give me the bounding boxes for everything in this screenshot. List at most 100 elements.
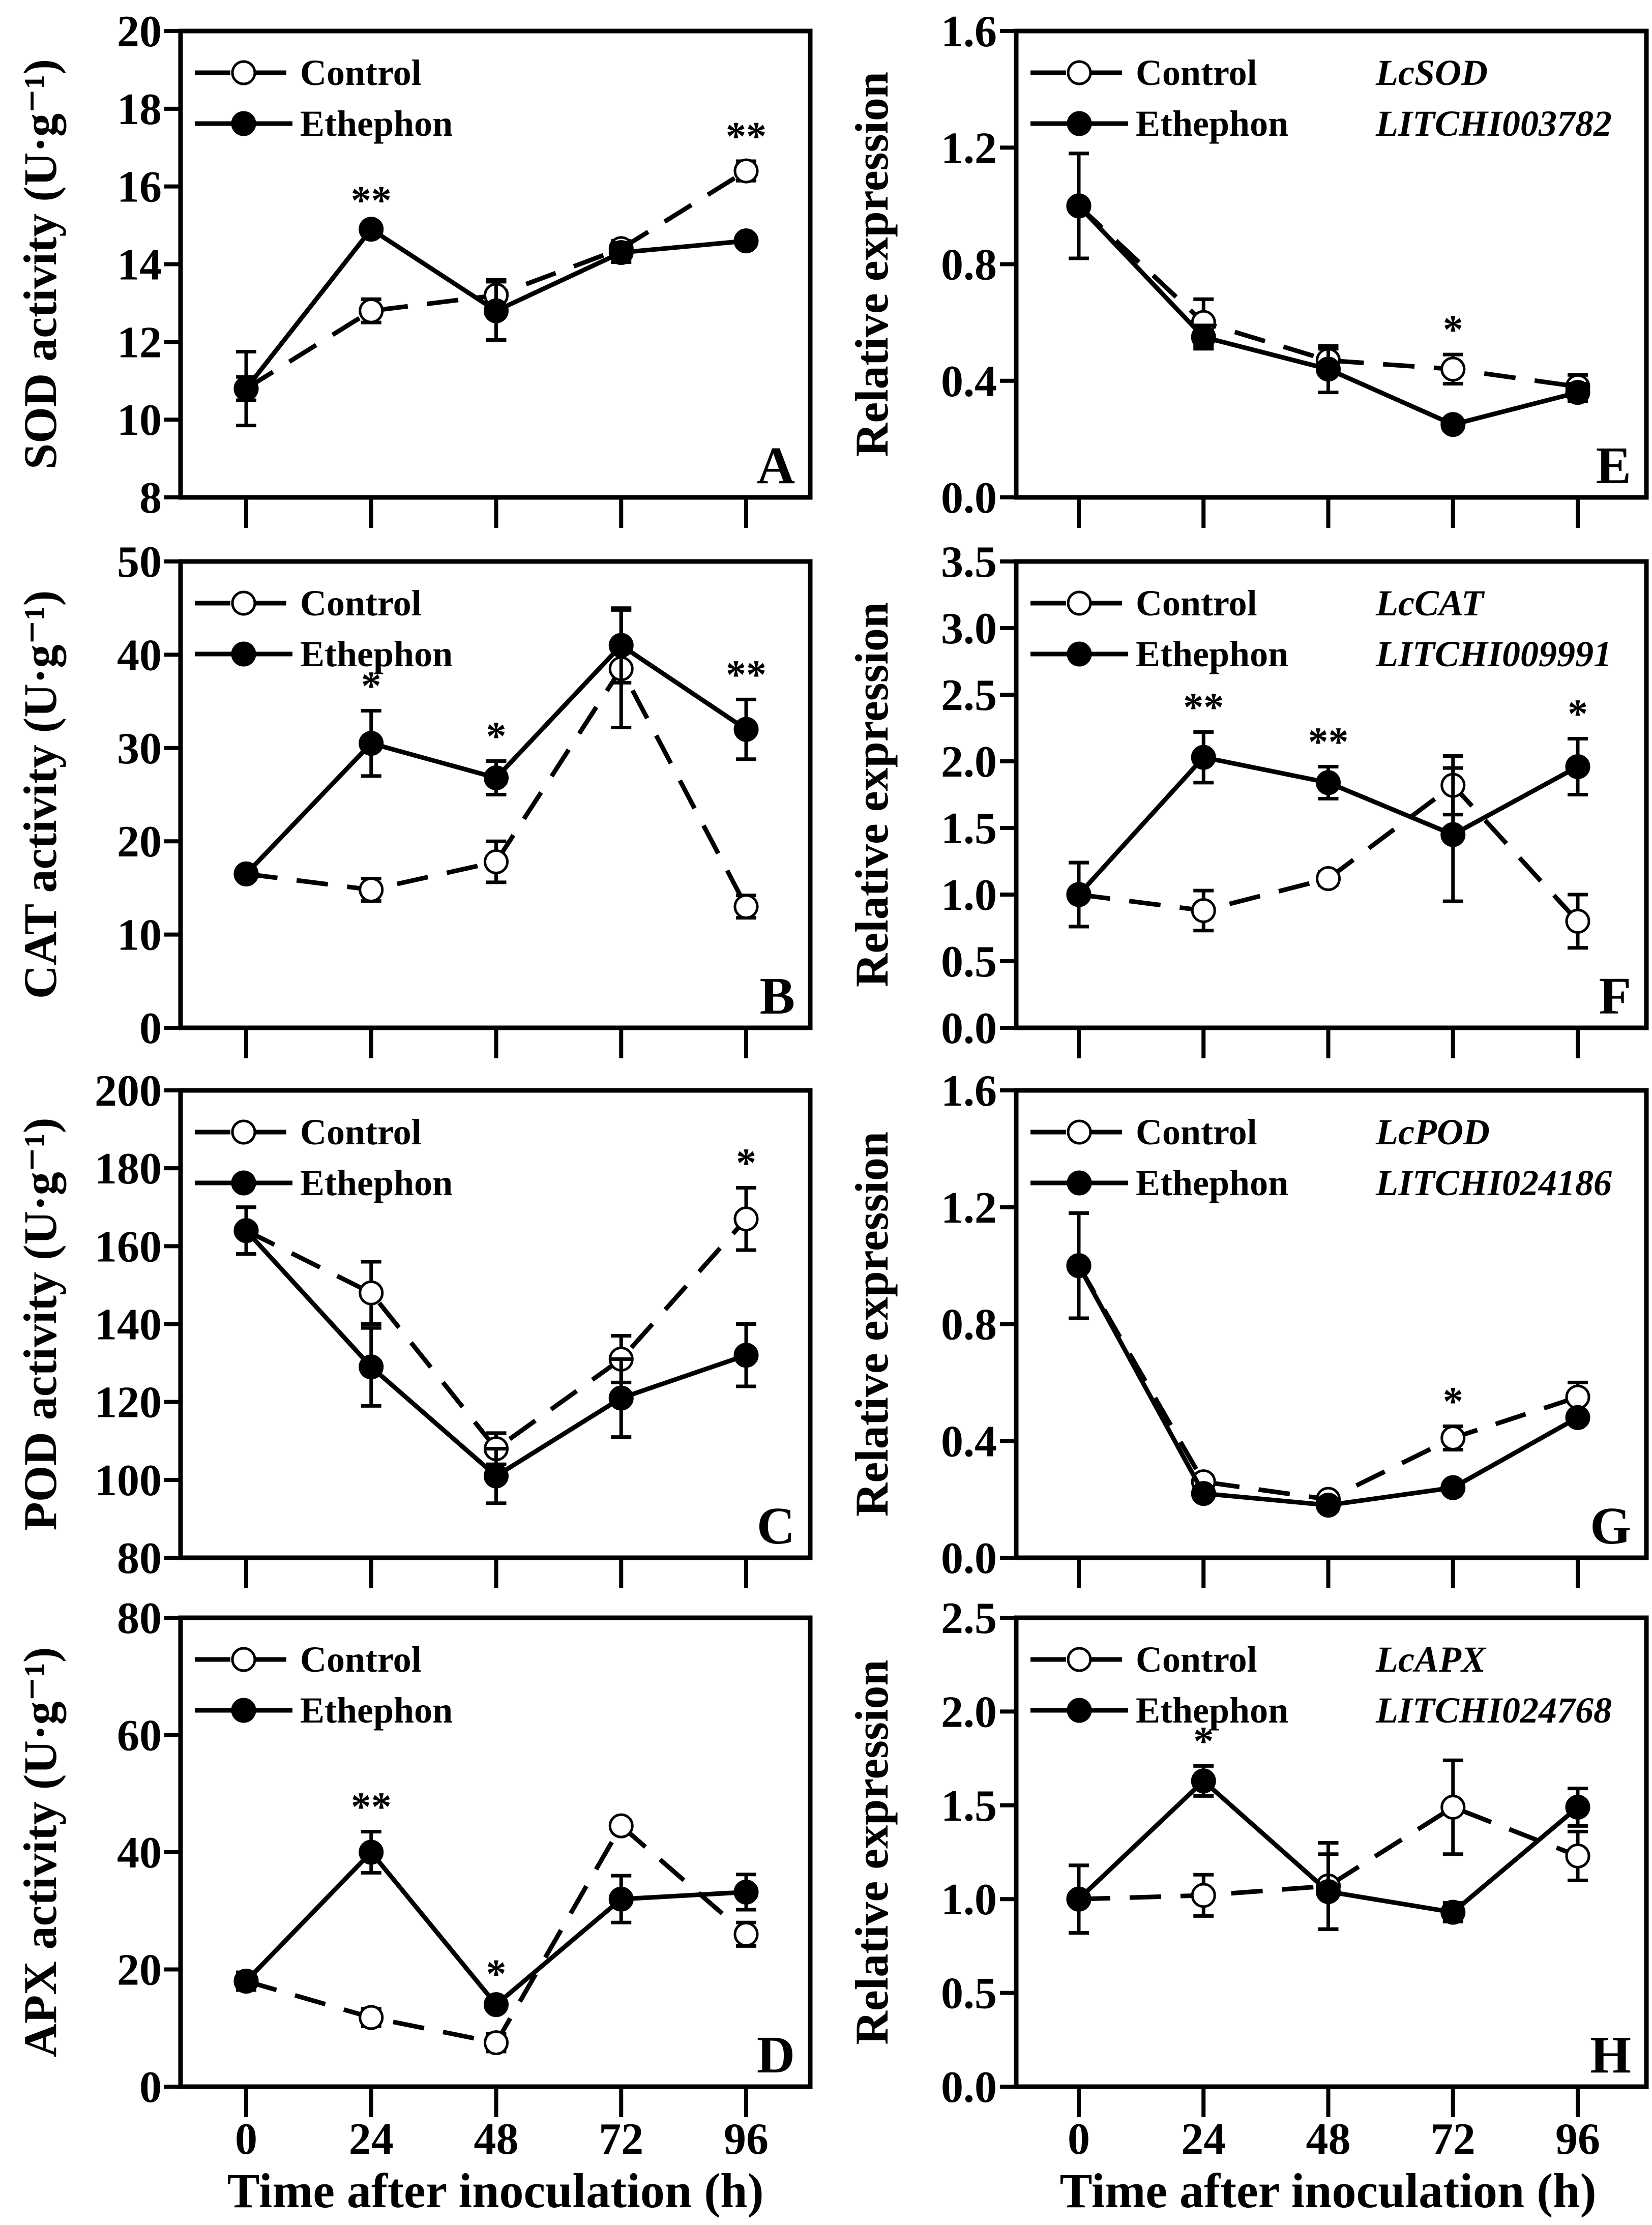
data-point-control: [608, 1813, 634, 1838]
x-tick-label: 24: [349, 2115, 394, 2164]
gene-name: LcPOD: [1375, 1112, 1490, 1152]
data-point-control: [359, 298, 384, 323]
legend-marker-ethephon: [1067, 1170, 1092, 1196]
legend-marker-control: [1067, 60, 1092, 85]
legend-label: Control: [1136, 52, 1257, 93]
y-tick-label: 0.4: [941, 1417, 997, 1466]
significance-mark: *: [1568, 692, 1588, 736]
y-tick-label: 16: [117, 163, 162, 212]
y-tick-label: 30: [117, 724, 162, 774]
series-line-control: [246, 666, 748, 908]
data-point-control: [1565, 908, 1590, 934]
significance-mark: *: [1443, 308, 1463, 352]
data-point-ethephon: [1066, 882, 1092, 907]
legend-label: Ethephon: [1136, 1163, 1288, 1203]
data-point-ethephon: [1440, 1475, 1466, 1500]
y-tick-label: 3.0: [941, 604, 997, 654]
y-tick-label: 1.6: [941, 7, 997, 56]
y-tick-label: 10: [117, 396, 162, 445]
legend-marker-control: [231, 1119, 256, 1145]
legend-label: Ethephon: [300, 1163, 453, 1203]
significance-mark: **: [1183, 685, 1224, 730]
data-point-ethephon: [1191, 1481, 1216, 1506]
data-point-control: [359, 877, 384, 903]
legend-label: Control: [300, 52, 422, 93]
legend: Control Ethephon: [195, 583, 453, 674]
y-axis-title: SOD activity (U·g⁻¹): [14, 59, 66, 469]
panel-label: G: [1590, 1497, 1631, 1555]
data-point-control: [1316, 866, 1341, 892]
legend: Control Ethephon: [1030, 1112, 1288, 1203]
legend-marker-ethephon: [231, 1698, 256, 1723]
gene-name: LcAPX: [1375, 1639, 1487, 1680]
y-tick-label: 18: [117, 85, 162, 134]
data-point-ethephon: [484, 1463, 509, 1489]
series-ethephon: [1066, 1211, 1590, 1518]
panel-label: C: [757, 1497, 795, 1555]
gene-id: LITCHI003782: [1375, 103, 1612, 144]
panel-label: B: [760, 967, 795, 1025]
legend-marker-control: [231, 590, 256, 616]
x-tick-label: 48: [474, 2115, 519, 2164]
x-tick-label: 96: [1555, 2115, 1600, 2164]
legend-label: Ethephon: [300, 1690, 453, 1731]
y-axis-title: POD activity (U·g⁻¹): [14, 1118, 66, 1531]
x-tick-label: 72: [1431, 2115, 1476, 2164]
y-tick-label: 80: [117, 1594, 162, 1643]
gene-id: LITCHI024768: [1375, 1690, 1612, 1731]
data-point-ethephon: [1066, 1253, 1092, 1279]
series-ethephon: [233, 217, 759, 428]
data-point-control: [484, 849, 509, 875]
data-point-ethephon: [608, 240, 634, 265]
data-point-ethephon: [1565, 754, 1590, 779]
panel-label: D: [757, 2026, 795, 2084]
data-point-ethephon: [733, 228, 759, 254]
x-axis-title-left: Time after inoculation (h): [227, 2163, 763, 2218]
y-tick-label: 1.5: [941, 1782, 997, 1831]
data-point-ethephon: [1316, 770, 1341, 795]
data-point-ethephon: [1565, 1794, 1590, 1820]
y-tick-label: 200: [95, 1066, 162, 1116]
panel-G: 0.0 0.4 0.8 1.2 1.6 Relative expression * Contr…: [846, 1066, 1649, 1588]
significance-mark: **: [351, 1785, 392, 1830]
significance-mark: **: [1308, 720, 1349, 764]
data-point-ethephon: [484, 298, 509, 323]
data-point-ethephon: [1316, 1493, 1341, 1518]
gene-id: LITCHI009991: [1375, 634, 1612, 674]
panel-label: A: [757, 436, 795, 495]
legend-label: Control: [1136, 1639, 1257, 1680]
y-tick-label: 0.8: [941, 1300, 997, 1350]
y-axis-title: APX activity (U·g⁻¹): [14, 1647, 66, 2058]
y-tick-label: 2.5: [941, 1594, 997, 1643]
data-point-ethephon: [1191, 1768, 1216, 1794]
y-tick-label: 40: [117, 1828, 162, 1878]
data-point-control: [1440, 1426, 1466, 1451]
legend-marker-control: [231, 60, 256, 85]
y-tick-label: 160: [95, 1222, 162, 1271]
data-point-control: [1440, 357, 1466, 382]
series-line-control: [1077, 204, 1578, 389]
legend: Control Ethephon: [1030, 583, 1288, 674]
y-tick-label: 120: [95, 1378, 162, 1428]
data-point-ethephon: [608, 633, 634, 658]
x-axis-title-right: Time after inoculation (h): [1059, 2163, 1596, 2218]
data-point-control: [1191, 898, 1216, 923]
significance-mark: *: [486, 714, 507, 759]
y-tick-label: 100: [95, 1456, 162, 1505]
legend-label: Control: [300, 583, 422, 624]
x-tick-label: 96: [724, 2115, 769, 2164]
data-point-ethephon: [484, 1992, 509, 2018]
data-point-control: [1565, 1384, 1590, 1410]
y-tick-label: 3.5: [941, 538, 997, 587]
legend-label: Control: [300, 1639, 422, 1680]
panel-H: 0.0 0.5 1.0 1.5 2.0 2.5 0 24 48 72 96 Relative expr…: [846, 1594, 1649, 2164]
series-ethephon: [1066, 152, 1590, 437]
data-point-ethephon: [484, 765, 509, 790]
legend: Control Ethephon: [195, 1112, 453, 1203]
legend-label: Ethephon: [300, 103, 453, 144]
gene-name: LcSOD: [1375, 52, 1488, 93]
significance-mark: **: [726, 652, 766, 697]
panel-label: H: [1590, 2026, 1631, 2084]
